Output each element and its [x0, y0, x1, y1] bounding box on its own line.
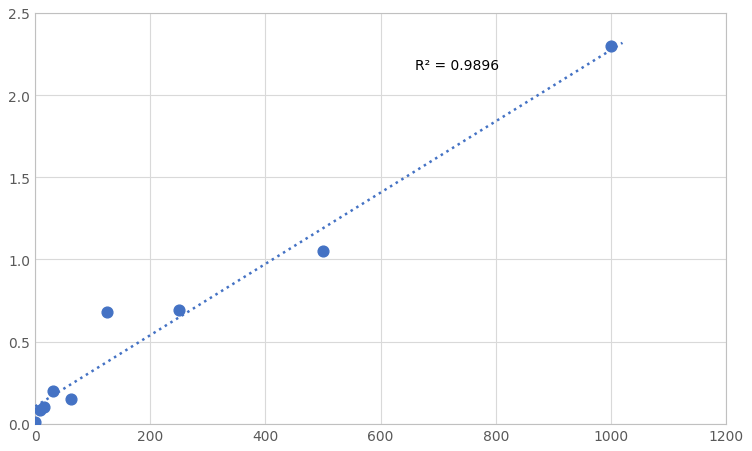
Point	[605, 43, 617, 51]
Point	[47, 388, 59, 395]
Point	[34, 407, 46, 414]
Point	[29, 418, 41, 425]
Point	[102, 308, 114, 316]
Point	[173, 306, 185, 313]
Text: R² = 0.9896: R² = 0.9896	[415, 59, 499, 73]
Point	[38, 404, 50, 411]
Point	[317, 248, 329, 255]
Point	[65, 396, 77, 403]
